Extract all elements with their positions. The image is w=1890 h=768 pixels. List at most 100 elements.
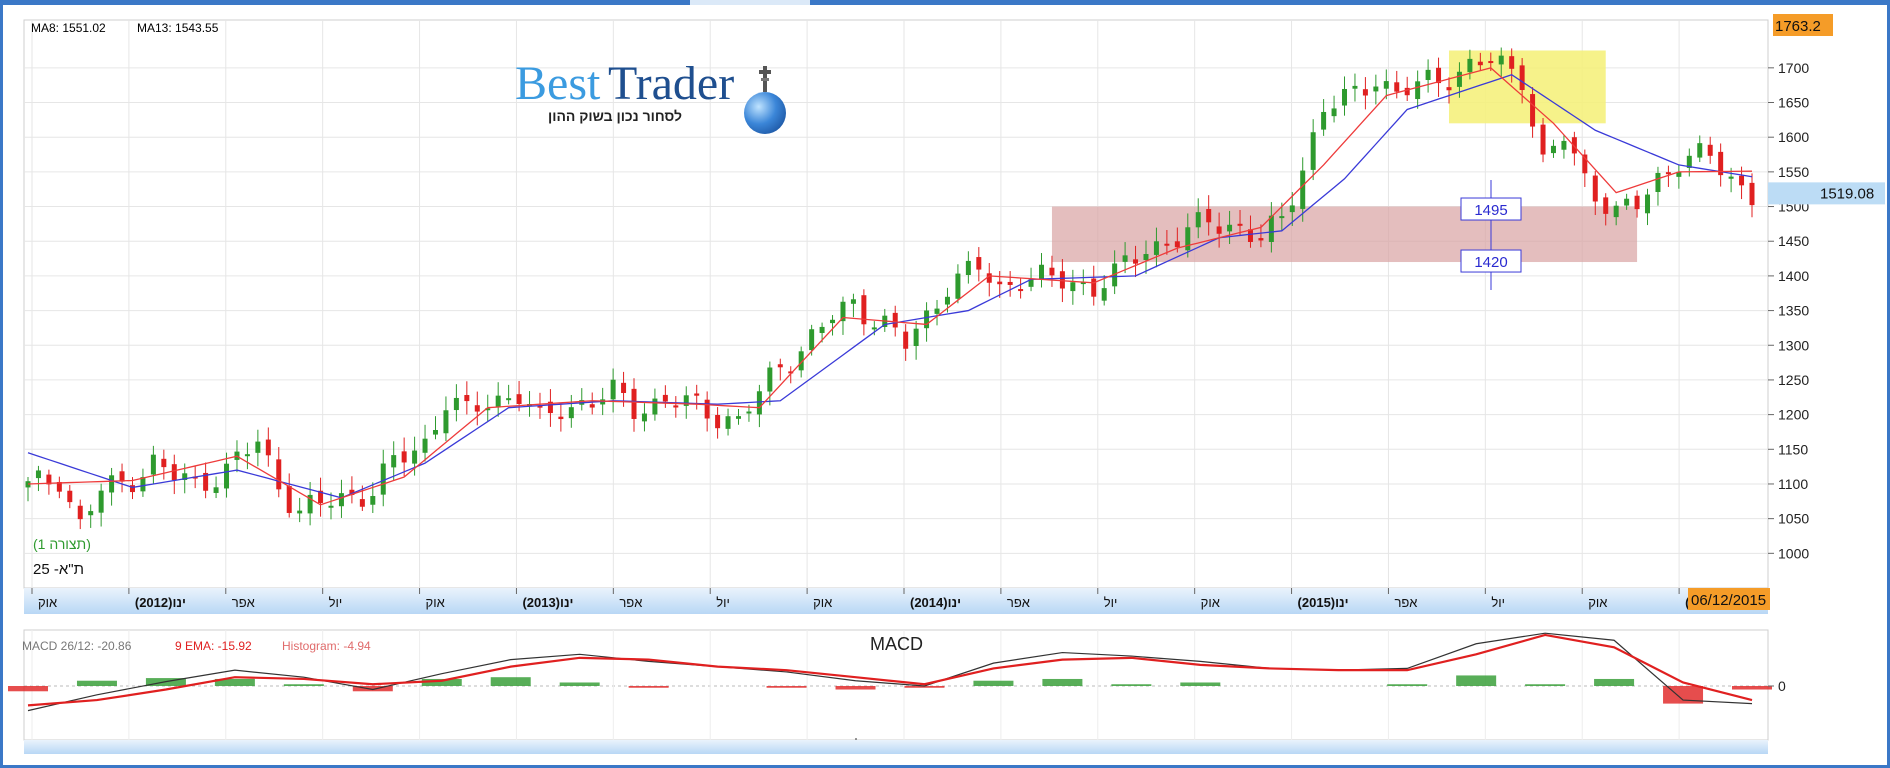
candle-body (1195, 212, 1201, 228)
candle-body (1446, 87, 1452, 91)
ma13-line (27, 74, 1753, 499)
x-tick-label: אוק (1201, 595, 1220, 610)
macd-histogram-bar (214, 678, 255, 686)
macd-histogram-bar (628, 686, 669, 688)
macd-histogram-bar (766, 686, 807, 688)
macd-histogram-bar (904, 686, 945, 688)
y-tick-label: 1700 (1778, 60, 1809, 76)
candle-body (537, 405, 543, 408)
candle-body (683, 395, 689, 406)
date-tag (1688, 588, 1770, 610)
logo-best: Best (515, 57, 601, 110)
candle-body (735, 416, 741, 419)
macd-panel: 0 (8, 629, 1786, 754)
candle-body (1655, 172, 1661, 193)
candle-body (788, 371, 794, 374)
candle-body (412, 450, 418, 464)
candle-body (1739, 175, 1745, 186)
candle-body (850, 299, 856, 304)
candle-body (359, 499, 365, 507)
watermark-symbol: ת"א- 25 (33, 561, 84, 578)
candle-body (1018, 289, 1024, 292)
candle-body (1174, 241, 1180, 248)
candle-body (25, 481, 31, 488)
candle-body (694, 393, 700, 396)
macd-histogram-bar (1180, 682, 1221, 686)
candle-body (1091, 278, 1097, 297)
candle-body (641, 413, 647, 422)
candle-body (1404, 87, 1410, 96)
candle-body (307, 494, 313, 514)
macd-histogram-bar (1732, 686, 1772, 690)
y-tick-label: 1000 (1778, 545, 1809, 561)
candle-body (224, 463, 230, 489)
x-tick-label: יול (716, 595, 730, 610)
candle-body (1550, 145, 1556, 154)
candle-body (401, 451, 407, 463)
trophy-icon (759, 66, 771, 92)
candle-body (119, 471, 125, 482)
candle-body (955, 273, 961, 299)
candle-body (1676, 171, 1682, 177)
candle-body (673, 405, 679, 408)
y-tick-label: 1550 (1778, 164, 1809, 180)
candle-body (1321, 111, 1327, 130)
candle-body (830, 319, 836, 324)
macd-histogram-bar (1042, 678, 1083, 686)
candle-body (109, 475, 115, 493)
x-tick-label: אוק (813, 595, 832, 610)
y-tick-label: 1050 (1778, 511, 1809, 527)
candle-body (1206, 209, 1212, 223)
candle-body (140, 477, 146, 492)
candle-body (1080, 282, 1086, 285)
candle-body (976, 257, 982, 270)
candle-body (1039, 264, 1045, 280)
candle-body (944, 296, 950, 305)
zone-label-lower: 1420 (1474, 254, 1507, 271)
macd-histogram-bar (76, 680, 117, 686)
candle-body (547, 401, 553, 414)
candle-body (1143, 254, 1149, 261)
candle-body (610, 379, 616, 400)
candle-body (924, 310, 930, 329)
candle-body (621, 382, 627, 393)
candle-body (485, 408, 491, 411)
candle-body (1070, 282, 1076, 292)
candle-body (1289, 205, 1295, 213)
candle-body (286, 485, 292, 513)
candle-body (997, 281, 1003, 285)
y-tick-label: 1450 (1778, 233, 1809, 249)
candle-body (1561, 140, 1567, 150)
watermark-version: (תצורה 1) (33, 536, 91, 552)
candle-body (861, 295, 867, 325)
candle-body (1164, 243, 1170, 246)
candle-body (161, 458, 167, 468)
candle-body (276, 459, 282, 490)
candle-body (662, 394, 668, 402)
x-tick-label: (2013)ינו (522, 595, 573, 610)
window-top-tab[interactable] (690, 0, 810, 5)
macd-histogram-bar (283, 684, 324, 686)
x-tick-label: יול (1491, 595, 1505, 610)
candle-body (244, 454, 250, 457)
candle-body (840, 301, 846, 322)
candle-body (338, 493, 344, 507)
candle-body (1686, 155, 1692, 168)
macd-histogram-bar (973, 680, 1014, 686)
candle-body (1456, 71, 1462, 87)
macd-histogram-bar (1111, 684, 1152, 686)
window-top-border (3, 0, 1887, 5)
candle-body (1247, 229, 1253, 242)
last-price-tag (1768, 182, 1885, 205)
max-price-label: 1763.2 (1775, 18, 1821, 35)
candle-body (1707, 144, 1713, 156)
candle-body (255, 441, 261, 453)
candle-body (568, 407, 574, 419)
candle-body (265, 439, 271, 456)
candle-body (1268, 215, 1274, 242)
candle-body (1007, 281, 1013, 285)
macd-ema-label: 9 EMA: -15.92 (175, 639, 252, 653)
candle-body (913, 328, 919, 347)
macd-histogram-bar (490, 677, 531, 686)
candle-body (1498, 55, 1504, 65)
